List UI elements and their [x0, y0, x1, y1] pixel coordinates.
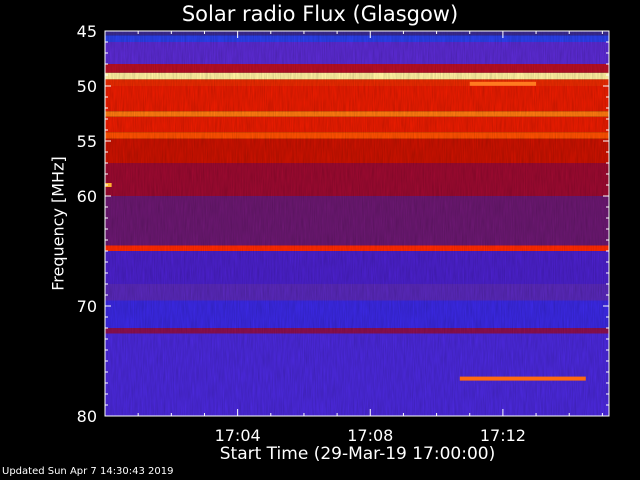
emission-feature	[459, 376, 586, 381]
y-tick-label: 50	[77, 77, 97, 96]
y-tick-label: 55	[77, 132, 97, 151]
x-axis-label: Start Time (29-Mar-19 17:00:00)	[219, 444, 496, 464]
emission-feature	[105, 183, 112, 187]
plot-frame	[104, 30, 610, 417]
y-tick-label: 70	[77, 297, 97, 316]
x-tick-label: 17:04	[215, 426, 261, 445]
emission-feature	[469, 81, 537, 86]
y-axis-label: Frequency [MHz]	[48, 156, 68, 291]
x-tick-label: 17:12	[480, 426, 526, 445]
update-timestamp: Updated Sun Apr 7 14:30:43 2019	[2, 466, 174, 477]
x-tick-label: 17:08	[347, 426, 393, 445]
emission-features	[105, 81, 586, 381]
y-tick-label: 45	[77, 22, 97, 41]
chart-title: Solar radio Flux (Glasgow)	[181, 2, 459, 26]
y-tick-label: 60	[77, 187, 97, 206]
noise-overlay	[105, 31, 609, 416]
y-tick-label: 80	[77, 407, 97, 426]
axes: 45 50 55 60 70 80 17:04 17:08 17:12	[77, 22, 610, 445]
